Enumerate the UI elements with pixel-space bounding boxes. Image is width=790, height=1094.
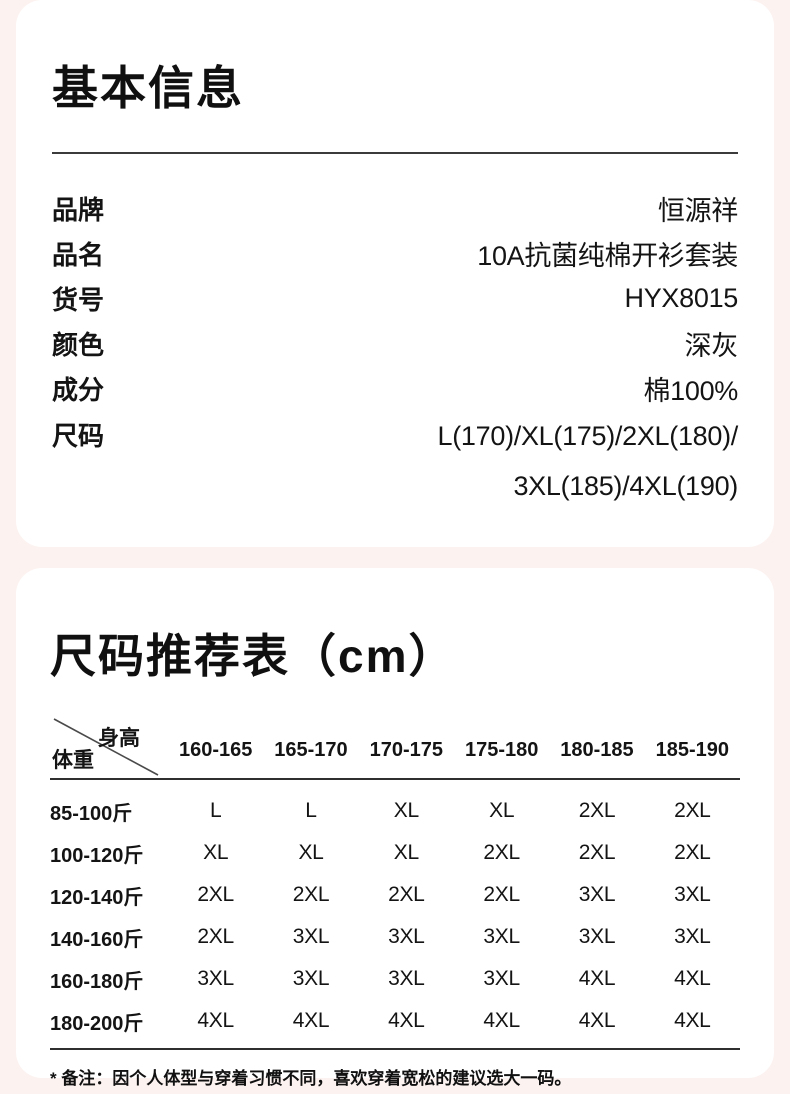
info-value: HYX8015	[624, 283, 739, 313]
info-label: 品名	[52, 240, 105, 270]
info-value: 恒源祥	[657, 196, 738, 226]
size-cell: 2XL	[292, 883, 330, 906]
row-label: 85-100斤	[50, 802, 133, 825]
info-value: 10A抗菌纯棉开衫套装	[477, 241, 738, 271]
size-table-card: 尺码推荐表（cm） 身高 体重 160-165 165-170 170-175 …	[16, 568, 774, 1088]
size-cell: XL	[489, 799, 515, 822]
size-cell: 2XL	[197, 883, 234, 906]
table-row: 120-140斤 2XL 2XL 2XL 2XL 3XL 3XL	[50, 874, 740, 916]
info-value: 深灰	[684, 331, 739, 361]
size-table-header: 身高 体重 160-165 165-170 170-175 175-180 18…	[50, 714, 740, 780]
corner-label-height: 身高	[98, 727, 140, 750]
column-header: 175-180	[464, 739, 539, 761]
size-cell: 2XL	[388, 883, 425, 906]
size-cell: 4XL	[197, 1009, 234, 1032]
size-cell: 3XL	[197, 967, 234, 990]
row-label: 160-180斤	[50, 970, 144, 993]
size-cell: 4XL	[674, 1009, 711, 1032]
size-cell: 3XL	[483, 925, 520, 948]
info-row-brand: 品牌 恒源祥	[52, 186, 738, 231]
size-cell: 2XL	[674, 841, 711, 864]
size-cell: 3XL	[674, 883, 711, 906]
size-cell: 4XL	[388, 1009, 425, 1032]
size-line-1: L(170)/XL(175)/2XL(180)/	[437, 421, 739, 451]
size-cell: 3XL	[674, 925, 711, 948]
row-label: 120-140斤	[50, 886, 144, 909]
info-row-color: 颜色 深灰	[52, 321, 738, 366]
info-row-composition: 成分 棉100%	[52, 366, 738, 411]
size-cell: 2XL	[483, 883, 520, 906]
size-cell: 3XL	[388, 967, 425, 990]
title-divider	[52, 152, 738, 154]
size-cell: 3XL	[483, 967, 520, 990]
size-cell: 2XL	[674, 799, 711, 822]
size-cell: 3XL	[292, 967, 330, 990]
size-cell: 2XL	[483, 841, 520, 864]
size-cell: XL	[393, 799, 419, 822]
table-row: 85-100斤 L L XL XL 2XL 2XL	[50, 790, 740, 832]
info-label: 品牌	[52, 195, 105, 225]
size-line-2: 3XL(185)/4XL(190)	[513, 471, 738, 501]
row-label: 100-120斤	[50, 844, 144, 867]
size-cell: 4XL	[483, 1009, 520, 1032]
size-table-body: 85-100斤 L L XL XL 2XL 2XL 100-120斤 XL XL…	[50, 780, 740, 1042]
info-label: 颜色	[52, 330, 105, 360]
size-cell: 2XL	[197, 925, 234, 948]
row-label: 180-200斤	[50, 1012, 144, 1035]
size-cell: 4XL	[578, 967, 616, 990]
size-cell: XL	[298, 841, 324, 864]
row-label: 140-160斤	[50, 928, 144, 951]
size-cell: 3XL	[388, 925, 425, 948]
diagonal-line	[53, 718, 159, 776]
info-label: 尺码	[52, 421, 105, 451]
size-cell: L	[209, 799, 222, 822]
note-container: * 备注：因个人体型与穿着习惯不同，喜欢穿着宽松的建议选大一码。	[50, 1048, 740, 1089]
size-cell: 3XL	[578, 883, 616, 906]
info-row-product-name: 品名 10A抗菌纯棉开衫套装	[52, 231, 738, 276]
table-row: 180-200斤 4XL 4XL 4XL 4XL 4XL 4XL	[50, 1000, 740, 1042]
corner-label-weight: 体重	[52, 749, 94, 772]
column-header: 160-165	[178, 739, 253, 761]
size-cell: 3XL	[578, 925, 616, 948]
size-cell: 4XL	[292, 1009, 330, 1032]
basic-info-title: 基本信息	[52, 62, 244, 114]
size-table: 身高 体重 160-165 165-170 170-175 175-180 18…	[50, 714, 740, 1089]
size-cell: 2XL	[578, 799, 616, 822]
size-cell: XL	[203, 841, 229, 864]
corner-cell: 身高 体重	[50, 714, 168, 778]
column-header: 185-190	[655, 739, 730, 761]
info-value: L(170)/XL(175)/2XL(180)/ 3XL(185)/4XL(19…	[437, 411, 739, 511]
size-table-title: 尺码推荐表（cm）	[50, 630, 457, 682]
info-label: 货号	[52, 285, 105, 315]
size-cell: XL	[393, 841, 419, 864]
size-cell: 3XL	[292, 925, 330, 948]
basic-info-list: 品牌 恒源祥 品名 10A抗菌纯棉开衫套装 货号 HYX8015 颜色 深灰 成…	[52, 186, 738, 511]
size-note: * 备注：因个人体型与穿着习惯不同，喜欢穿着宽松的建议选大一码。	[50, 1069, 572, 1088]
size-cell: 4XL	[674, 967, 711, 990]
info-value: 棉100%	[643, 376, 738, 406]
column-header: 165-170	[274, 739, 348, 761]
info-label: 成分	[52, 375, 105, 405]
info-row-item-number: 货号 HYX8015	[52, 276, 738, 321]
table-row: 160-180斤 3XL 3XL 3XL 3XL 4XL 4XL	[50, 958, 740, 1000]
basic-info-card: 基本信息 品牌 恒源祥 品名 10A抗菌纯棉开衫套装 货号 HYX8015 颜色…	[16, 0, 774, 547]
info-row-sizes: 尺码 L(170)/XL(175)/2XL(180)/ 3XL(185)/4XL…	[52, 411, 738, 511]
table-row: 100-120斤 XL XL XL 2XL 2XL 2XL	[50, 832, 740, 874]
column-header: 180-185	[560, 739, 634, 761]
size-cell: L	[305, 799, 317, 822]
size-cell: 4XL	[578, 1009, 616, 1032]
column-header: 170-175	[369, 739, 444, 761]
table-row: 140-160斤 2XL 3XL 3XL 3XL 3XL 3XL	[50, 916, 740, 958]
size-cell: 2XL	[578, 841, 616, 864]
